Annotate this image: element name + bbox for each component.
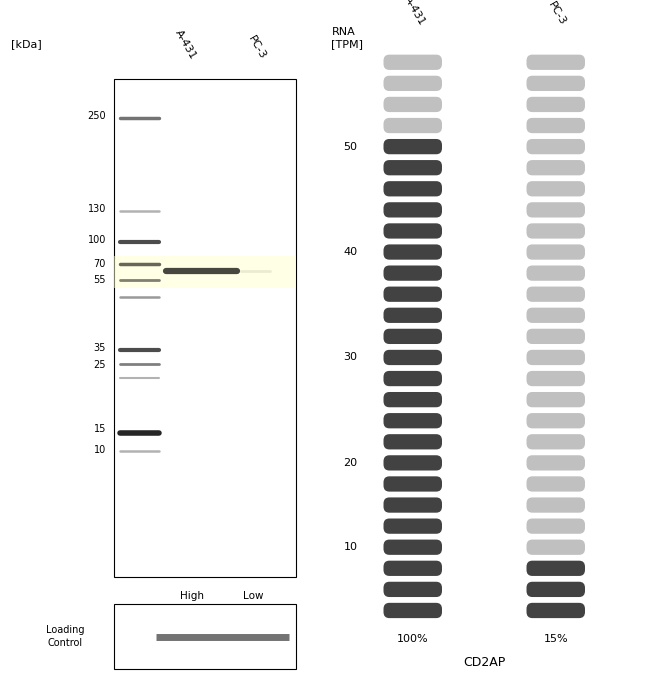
FancyBboxPatch shape — [526, 413, 585, 428]
FancyBboxPatch shape — [526, 160, 585, 176]
FancyBboxPatch shape — [384, 371, 442, 386]
Text: 15%: 15% — [543, 634, 568, 644]
FancyBboxPatch shape — [526, 118, 585, 133]
Text: 250: 250 — [87, 111, 106, 121]
Text: 35: 35 — [94, 343, 106, 353]
Text: PC-3: PC-3 — [246, 34, 267, 61]
FancyBboxPatch shape — [526, 561, 585, 576]
FancyBboxPatch shape — [384, 287, 442, 302]
FancyBboxPatch shape — [526, 476, 585, 492]
FancyBboxPatch shape — [384, 202, 442, 217]
Text: High: High — [180, 591, 203, 601]
FancyBboxPatch shape — [384, 97, 442, 112]
FancyBboxPatch shape — [384, 307, 442, 323]
Text: [kDa]: [kDa] — [10, 40, 42, 49]
Text: 30: 30 — [343, 352, 358, 363]
FancyBboxPatch shape — [384, 434, 442, 449]
FancyBboxPatch shape — [114, 255, 296, 288]
Text: 100: 100 — [88, 235, 106, 245]
FancyBboxPatch shape — [384, 392, 442, 407]
FancyBboxPatch shape — [384, 456, 442, 471]
FancyBboxPatch shape — [384, 497, 442, 513]
FancyBboxPatch shape — [384, 350, 442, 365]
Text: PC-3: PC-3 — [546, 0, 567, 27]
FancyBboxPatch shape — [384, 139, 442, 154]
FancyBboxPatch shape — [526, 139, 585, 154]
FancyBboxPatch shape — [526, 307, 585, 323]
Text: A-431: A-431 — [402, 0, 426, 27]
FancyBboxPatch shape — [526, 55, 585, 70]
Text: RNA
[TPM]: RNA [TPM] — [332, 27, 363, 49]
Text: 20: 20 — [343, 458, 358, 468]
FancyBboxPatch shape — [526, 456, 585, 471]
FancyBboxPatch shape — [526, 245, 585, 260]
Text: Low: Low — [243, 591, 264, 601]
FancyBboxPatch shape — [384, 603, 442, 618]
FancyBboxPatch shape — [526, 181, 585, 197]
FancyBboxPatch shape — [384, 266, 442, 281]
FancyBboxPatch shape — [384, 118, 442, 133]
FancyBboxPatch shape — [384, 582, 442, 597]
FancyBboxPatch shape — [384, 518, 442, 534]
FancyBboxPatch shape — [526, 329, 585, 344]
FancyBboxPatch shape — [526, 266, 585, 281]
FancyBboxPatch shape — [526, 603, 585, 618]
Text: 10: 10 — [343, 542, 358, 553]
FancyBboxPatch shape — [526, 392, 585, 407]
FancyBboxPatch shape — [526, 518, 585, 534]
FancyBboxPatch shape — [526, 371, 585, 386]
FancyBboxPatch shape — [526, 76, 585, 91]
Text: CD2AP: CD2AP — [463, 656, 506, 669]
FancyBboxPatch shape — [384, 76, 442, 91]
FancyBboxPatch shape — [384, 245, 442, 260]
Text: 50: 50 — [343, 141, 358, 152]
FancyBboxPatch shape — [526, 582, 585, 597]
FancyBboxPatch shape — [526, 497, 585, 513]
FancyBboxPatch shape — [384, 55, 442, 70]
Text: Loading
Control: Loading Control — [46, 626, 84, 647]
FancyBboxPatch shape — [526, 97, 585, 112]
FancyBboxPatch shape — [526, 540, 585, 555]
FancyBboxPatch shape — [384, 223, 442, 238]
Text: 55: 55 — [94, 275, 106, 285]
FancyBboxPatch shape — [526, 350, 585, 365]
FancyBboxPatch shape — [384, 329, 442, 344]
FancyBboxPatch shape — [384, 561, 442, 576]
Text: 100%: 100% — [397, 634, 428, 644]
FancyBboxPatch shape — [526, 434, 585, 449]
FancyBboxPatch shape — [384, 181, 442, 197]
FancyBboxPatch shape — [384, 476, 442, 492]
Text: 25: 25 — [94, 360, 106, 370]
FancyBboxPatch shape — [526, 202, 585, 217]
Text: 10: 10 — [94, 445, 106, 455]
FancyBboxPatch shape — [384, 540, 442, 555]
Text: 70: 70 — [94, 259, 106, 268]
Text: A-431: A-431 — [173, 28, 198, 61]
Text: 15: 15 — [94, 424, 106, 434]
FancyBboxPatch shape — [114, 79, 296, 577]
FancyBboxPatch shape — [526, 223, 585, 238]
FancyBboxPatch shape — [384, 160, 442, 176]
Text: 130: 130 — [88, 204, 106, 214]
FancyBboxPatch shape — [384, 413, 442, 428]
Text: 40: 40 — [343, 247, 358, 257]
FancyBboxPatch shape — [526, 287, 585, 302]
FancyBboxPatch shape — [114, 604, 296, 669]
